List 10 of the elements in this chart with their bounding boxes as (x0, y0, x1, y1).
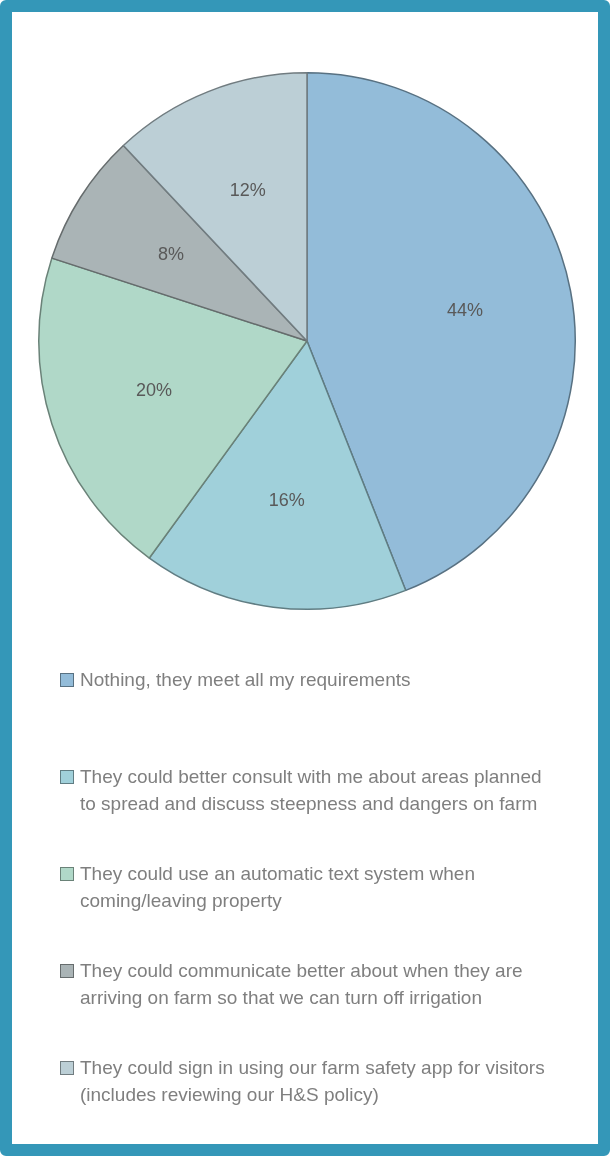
data-label: 12% (229, 180, 266, 201)
data-label: 44% (447, 299, 484, 320)
legend-label: They could sign in using our farm safety app for visitors (includes reviewing our H&S policy) (80, 1056, 546, 1107)
data-label: 20% (135, 379, 172, 400)
legend-label: They could communicate better about when they are arriving on farm so that we can turn off irrigation (80, 959, 524, 1010)
legend-label: They could use an automatic text system when coming/leaving property (80, 862, 476, 913)
legend-label: Nothing, they meet all my requirements (80, 668, 411, 692)
data-label: 16% (268, 489, 305, 510)
legend-label: They could better consult with me about areas planned to spread and discuss steepness and dangers on farm (80, 765, 543, 816)
data-label: 8% (158, 243, 185, 264)
